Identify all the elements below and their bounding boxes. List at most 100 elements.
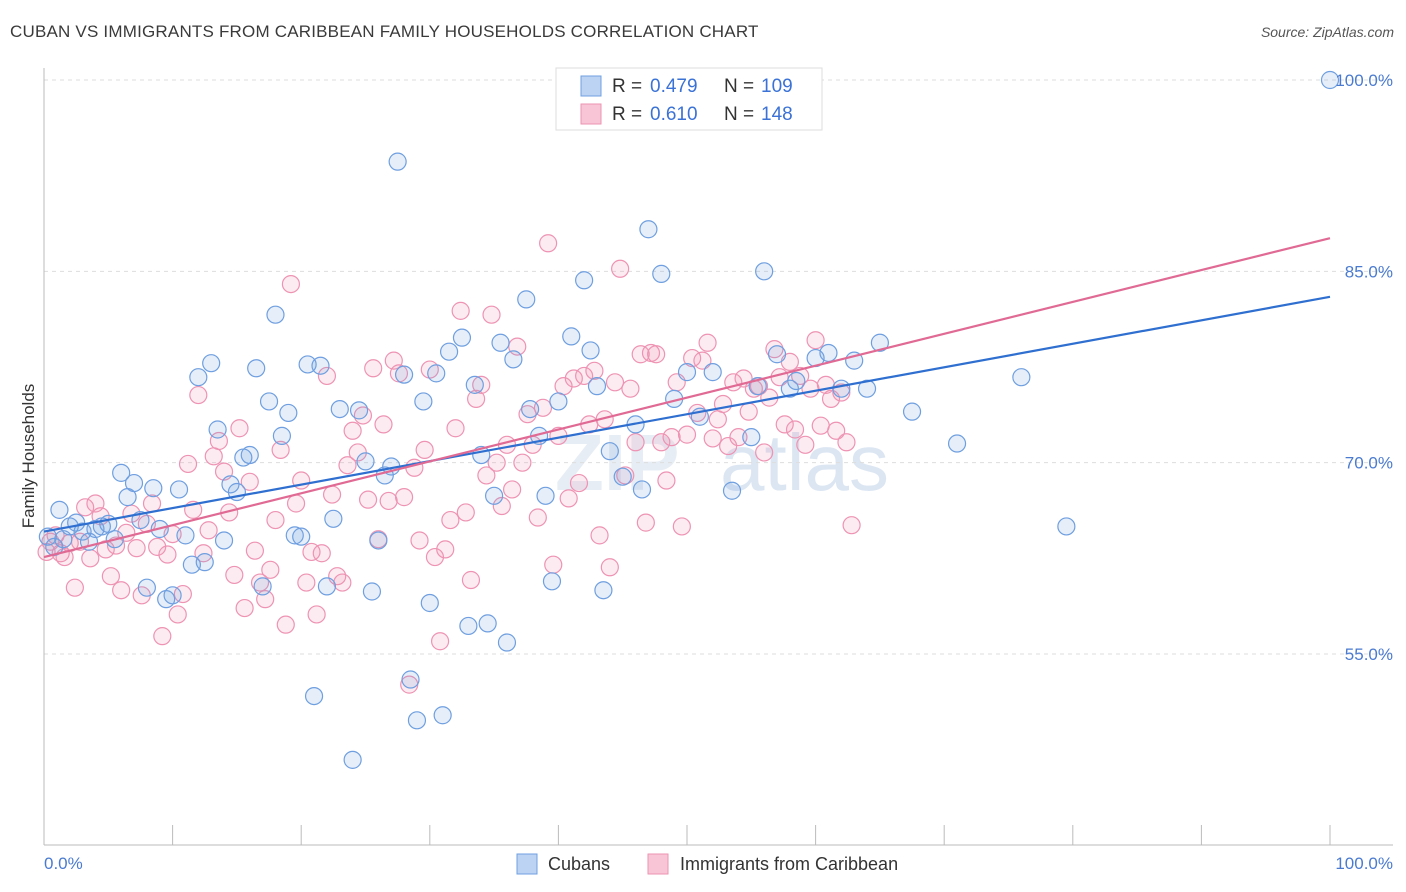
cubans-point-43 <box>311 356 330 375</box>
caribbean-point-64 <box>364 359 383 378</box>
caribbean-point-140 <box>755 443 774 462</box>
legend-r-value-cubans: 0.479 <box>650 76 698 97</box>
cubans-point-56 <box>401 670 420 689</box>
caribbean-point-49 <box>286 494 306 513</box>
cubans-point-67 <box>478 614 497 633</box>
cubans-trend-line <box>43 295 1331 533</box>
axes <box>43 68 1393 846</box>
x-tick-label-left: 0.0% <box>44 854 83 873</box>
cubans-point-21 <box>169 480 189 499</box>
cubans-point-50 <box>362 582 382 601</box>
cubans-point-88 <box>652 264 671 283</box>
caribbean-point-63 <box>358 490 378 509</box>
legend-n-value-cubans: 109 <box>761 76 793 97</box>
cubans-point-90 <box>677 363 697 382</box>
cubans-point-97 <box>767 345 787 364</box>
caribbean-point-34 <box>209 431 228 451</box>
caribbean-point-83 <box>461 570 481 590</box>
cubans-point-68 <box>485 486 504 505</box>
caribbean-point-18 <box>127 539 146 558</box>
legend-r-value-caribbean: 0.610 <box>650 104 698 125</box>
caribbean-point-56 <box>322 485 342 504</box>
caribbean-point-131 <box>708 410 727 429</box>
cubans-point-35 <box>259 392 279 411</box>
cubans-point-82 <box>594 581 613 600</box>
cubans-point-81 <box>587 377 607 396</box>
cubans-point-99 <box>787 371 806 391</box>
caribbean-point-9 <box>81 549 100 568</box>
cubans-point-44 <box>317 577 337 596</box>
caribbean-point-78 <box>436 540 455 559</box>
cubans-point-79 <box>575 271 594 290</box>
cubans-point-105 <box>870 333 890 352</box>
cubans-point-110 <box>1320 70 1340 90</box>
caribbean-point-6 <box>65 578 84 597</box>
cubans-point-58 <box>414 392 433 411</box>
caribbean-point-73 <box>410 531 429 550</box>
caribbean-point-111 <box>605 373 625 392</box>
caribbean-point-40 <box>240 472 259 491</box>
bottom-legend-swatch-cubans <box>516 853 538 875</box>
cubans-point-37 <box>272 426 292 445</box>
caribbean-point-53 <box>307 605 326 624</box>
series-caribbean-points <box>37 234 861 694</box>
caribbean-point-89 <box>492 496 511 516</box>
caribbean-point-91 <box>503 480 522 499</box>
caribbean-point-115 <box>626 433 645 452</box>
cubans-point-93 <box>722 481 742 500</box>
caribbean-point-70 <box>394 488 414 507</box>
caribbean-point-120 <box>652 433 671 452</box>
cubans-point-63 <box>452 328 472 347</box>
caribbean-point-59 <box>338 456 357 475</box>
caribbean-point-137 <box>739 402 758 421</box>
cubans-point-75 <box>536 486 555 505</box>
caribbean-point-132 <box>713 394 733 414</box>
cubans-point-77 <box>549 392 568 411</box>
bottom-legend-swatch-caribbean <box>647 853 669 875</box>
cubans-point-24 <box>189 368 208 387</box>
cubans-point-26 <box>202 354 221 373</box>
cubans-point-104 <box>857 379 877 398</box>
caribbean-point-129 <box>698 333 717 352</box>
caribbean-point-110 <box>600 558 619 577</box>
x-tick-label-right: 100.0% <box>1335 854 1393 873</box>
cubans-point-96 <box>755 262 774 281</box>
bottom-legend: Cubans Immigrants from Caribbean <box>516 853 898 875</box>
chart-title: CUBAN VS IMMIGRANTS FROM CARIBBEAN FAMIL… <box>10 22 759 41</box>
caribbean-point-114 <box>621 379 640 398</box>
cubans-point-40 <box>292 527 311 546</box>
legend-n-label-caribbean: N = <box>724 104 754 125</box>
cubans-point-36 <box>266 305 285 324</box>
caribbean-point-46 <box>271 440 290 460</box>
caribbean-point-156 <box>837 433 856 452</box>
cubans-point-2 <box>50 500 69 519</box>
caribbean-point-26 <box>168 605 187 624</box>
cubans-point-33 <box>247 359 266 378</box>
cubans-point-39 <box>285 526 304 545</box>
caribbean-trend-line <box>43 237 1331 559</box>
cubans-point-87 <box>639 220 658 239</box>
caribbean-point-55 <box>317 366 337 386</box>
caribbean-point-67 <box>379 491 398 511</box>
caribbean-point-79 <box>441 510 460 530</box>
caribbean-point-23 <box>153 627 172 646</box>
caribbean-point-122 <box>662 428 681 447</box>
caribbean-point-85 <box>472 375 491 394</box>
caribbean-point-32 <box>199 521 218 540</box>
cubans-point-84 <box>613 467 632 486</box>
caribbean-point-94 <box>518 405 537 424</box>
caribbean-point-8 <box>76 498 95 517</box>
y-tick-label-3: 100.0% <box>1335 71 1393 90</box>
caribbean-point-86 <box>477 466 496 485</box>
cubans-point-12 <box>112 463 131 482</box>
cubans-point-28 <box>214 531 234 550</box>
y-axis-label: Family Households <box>19 384 38 529</box>
caribbean-point-128 <box>693 351 712 370</box>
caribbean-point-58 <box>333 573 352 592</box>
legend-n-value-caribbean: 148 <box>761 104 793 125</box>
y-tick-label-0: 55.0% <box>1345 645 1393 664</box>
caribbean-point-38 <box>230 419 249 438</box>
legend-n-label-cubans: N = <box>724 76 754 97</box>
caribbean-point-28 <box>178 454 198 474</box>
cubans-point-14 <box>124 473 144 493</box>
